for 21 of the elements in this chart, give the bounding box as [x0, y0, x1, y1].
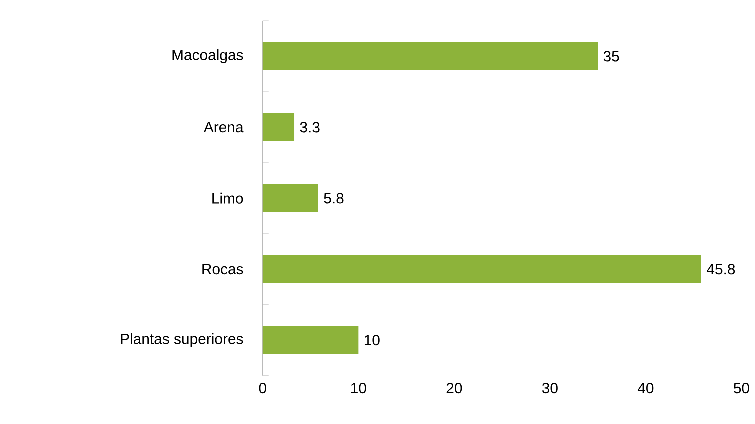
data-label: 45.8	[707, 264, 736, 275]
x-tick-label: 50	[734, 383, 750, 394]
y-tick-label: Macoalgas	[172, 50, 244, 64]
bar	[262, 42, 598, 71]
x-tick-label: 0	[259, 383, 266, 394]
y-tick-label: Arena	[204, 122, 244, 133]
y-tick-label: Plantas superiores	[121, 333, 244, 348]
data-label: 35	[604, 51, 620, 62]
y-tick-label: Rocas	[202, 264, 244, 275]
x-tick-label: 20	[446, 383, 462, 394]
x-tick-label: 10	[352, 383, 366, 394]
bar	[262, 255, 702, 284]
x-tick-label: 40	[638, 383, 654, 394]
data-label: 5.8	[324, 193, 344, 204]
x-tick-label: 30	[542, 383, 558, 394]
y-tick-label: Limo	[212, 193, 244, 204]
data-label: 10	[364, 335, 380, 346]
data-label: 3.3	[300, 122, 320, 133]
bar	[262, 184, 318, 212]
bar	[262, 114, 295, 142]
bar	[262, 326, 359, 354]
